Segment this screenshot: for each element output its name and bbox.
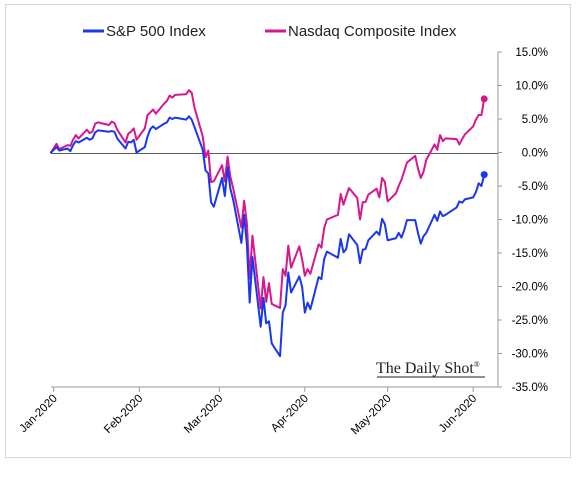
y-tick-label: 15.0% [515,47,548,59]
series-end-marker-1 [480,95,488,103]
y-tick-label: 5.0% [522,114,548,126]
chart-frame [5,4,571,458]
x-ticks: Jan-2020 Feb-2020 Mar-2020 Apr-2020 May-2020… [17,387,479,437]
y-tick-label: 10.0% [515,81,548,93]
watermark-name: The Daily Shot [376,360,474,377]
x-tick-label: Jun-2020 [437,393,479,435]
x-tick-label: Jan-2020 [17,393,59,435]
y-tick-label: -5.0% [518,181,548,193]
y-ticks: 15.0% 10.0% 5.0% 0.0% -5.0% -10.0% -15.0% -20.0… [498,47,548,394]
watermark-text: The Daily Shot® [376,360,480,377]
legend: S&P 500 Index Nasdaq Composite Index [83,23,457,40]
legend-label-nasdaq: Nasdaq Composite Index [288,23,457,40]
y-tick-label: -30.0% [512,349,548,361]
series-layer [50,89,488,358]
legend-label-sp500: S&P 500 Index [106,23,206,40]
y-tick-label: -25.0% [512,315,548,327]
x-tick-label: Mar-2020 [182,393,225,436]
x-tick-label: Apr-2020 [269,393,311,435]
x-tick-label: Feb-2020 [102,393,145,436]
y-tick-label: 0.0% [522,148,548,160]
series-line-0 [50,115,486,358]
x-tick-label: May-2020 [349,393,394,438]
series-end-marker-0 [480,171,488,179]
y-tick-label: -10.0% [512,215,548,227]
series-line-1 [50,89,486,310]
y-tick-label: -15.0% [512,248,548,260]
watermark: The Daily Shot® [376,360,485,378]
y-tick-label: -35.0% [512,382,548,394]
watermark-registered-mark: ® [474,360,480,369]
y-tick-label: -20.0% [512,282,548,294]
